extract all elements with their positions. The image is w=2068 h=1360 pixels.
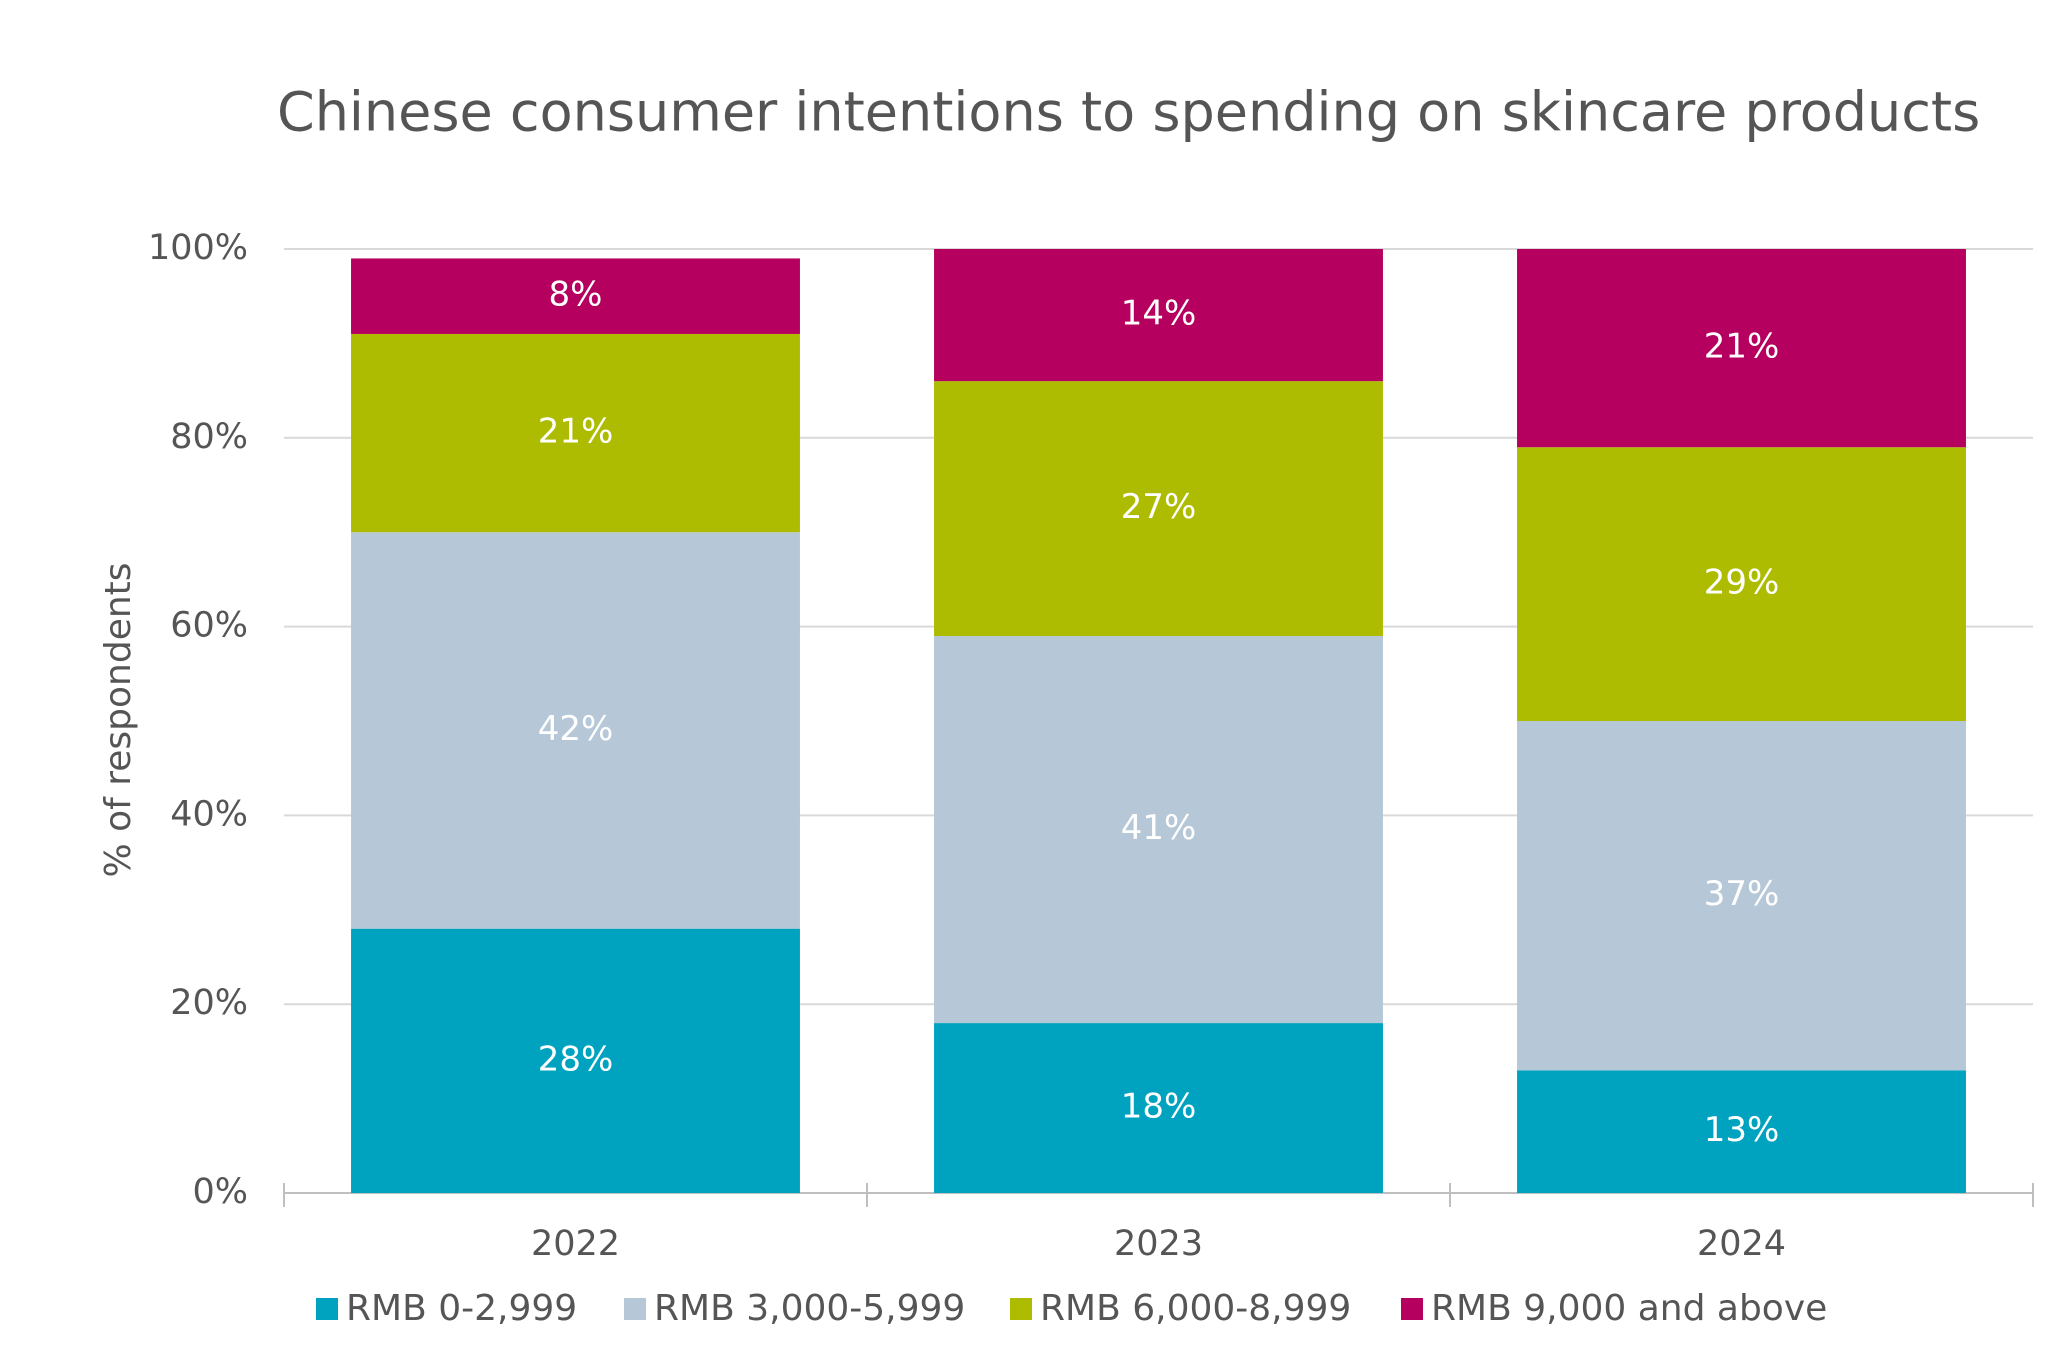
x-tick-label: 2023 xyxy=(1114,1224,1203,1264)
legend-swatch xyxy=(1010,1298,1032,1320)
data-label: 41% xyxy=(1121,808,1197,848)
data-label: 42% xyxy=(538,709,614,749)
bar-segment xyxy=(934,249,1383,382)
x-tick-label: 2022 xyxy=(531,1224,620,1264)
y-tick-label: 60% xyxy=(170,606,248,646)
legend-label: RMB 6,000-8,999 xyxy=(1040,1288,1351,1329)
data-label: 29% xyxy=(1704,563,1780,603)
bar-segment xyxy=(351,258,800,334)
legend-label: RMB 0-2,999 xyxy=(346,1288,577,1329)
bar-segment xyxy=(1517,721,1966,1071)
data-label: 27% xyxy=(1121,487,1197,527)
legend-swatch xyxy=(1401,1298,1423,1320)
legend-label: RMB 9,000 and above xyxy=(1431,1288,1827,1329)
legend-swatch xyxy=(624,1298,646,1320)
data-label: 13% xyxy=(1704,1110,1780,1150)
bar-segment xyxy=(934,1023,1383,1193)
x-tick-label: 2024 xyxy=(1697,1224,1786,1264)
legend-label: RMB 3,000-5,999 xyxy=(654,1288,965,1329)
data-label: 8% xyxy=(549,275,603,315)
data-label: 21% xyxy=(1704,327,1780,367)
bar-segment xyxy=(351,333,800,533)
y-axis-title: % of respondents xyxy=(98,562,139,877)
chart-title: Chinese consumer intentions to spending … xyxy=(277,81,1980,144)
bar-segment xyxy=(351,532,800,929)
y-tick-label: 40% xyxy=(170,794,248,834)
data-label: 28% xyxy=(538,1039,614,1079)
y-tick-label: 0% xyxy=(192,1172,248,1212)
data-label: 18% xyxy=(1121,1087,1197,1127)
data-label: 21% xyxy=(538,412,614,452)
bar-segment xyxy=(351,928,800,1193)
data-label: 37% xyxy=(1704,874,1780,914)
y-tick-label: 20% xyxy=(170,983,248,1023)
bar-segment xyxy=(934,381,1383,637)
legend-swatch xyxy=(316,1298,338,1320)
bar-segment xyxy=(934,636,1383,1024)
bar-segment xyxy=(1517,1070,1966,1193)
data-label: 14% xyxy=(1121,294,1197,334)
y-tick-label: 80% xyxy=(170,417,248,457)
y-tick-label: 100% xyxy=(148,228,248,268)
bar-segment xyxy=(1517,447,1966,721)
bar-segment xyxy=(1517,249,1966,448)
